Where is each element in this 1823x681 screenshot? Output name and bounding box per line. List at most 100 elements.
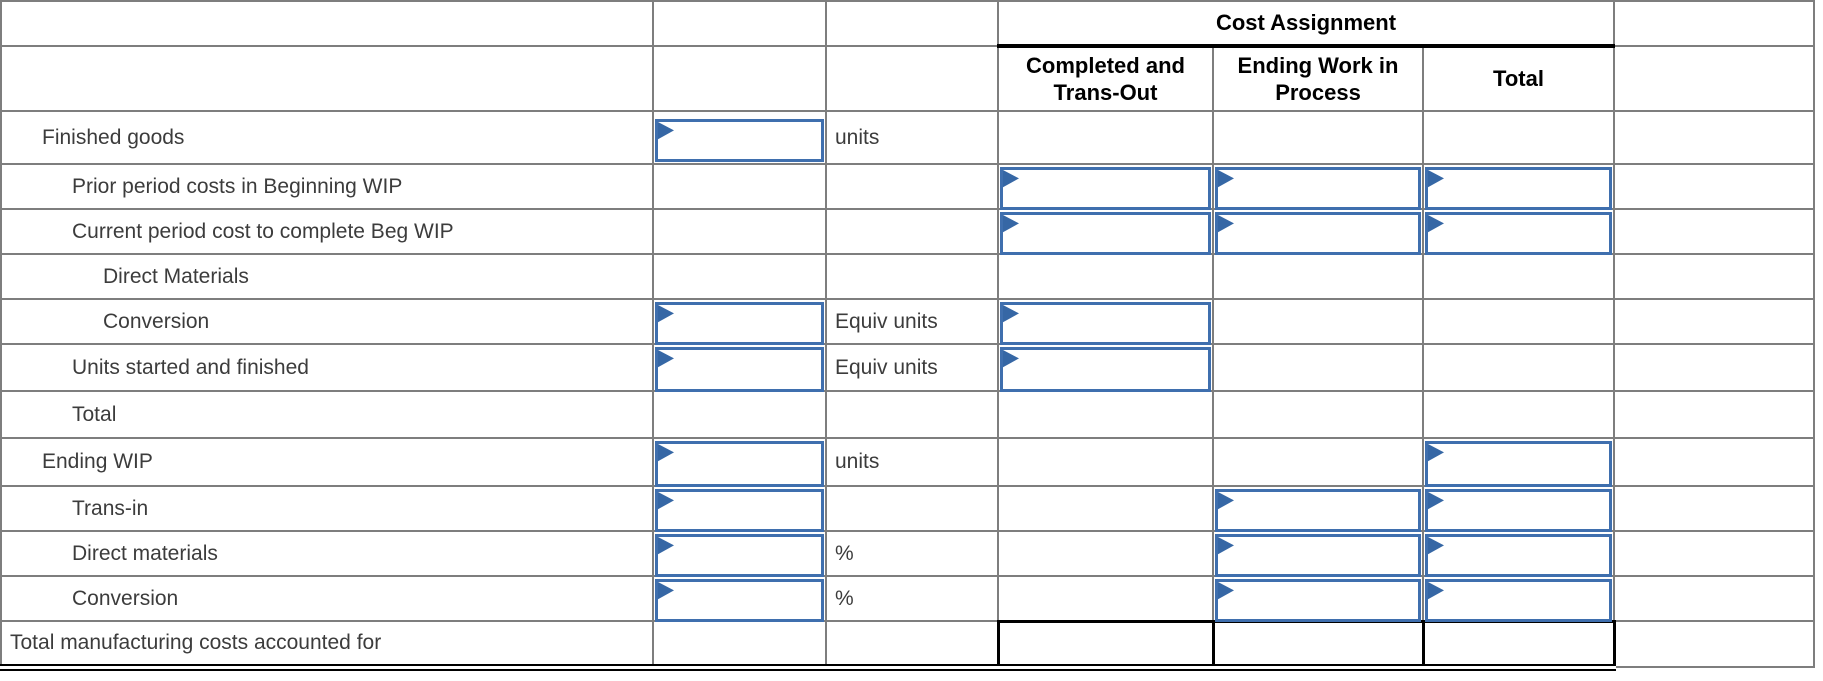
row-label-prior-period: Prior period costs in Beginning WIP <box>72 174 403 198</box>
blank-cell <box>1212 110 1424 165</box>
input-prior-period-total[interactable] <box>1425 167 1613 210</box>
blank-cell <box>1613 110 1816 165</box>
row-direct-materials-ewip: Direct materials % <box>0 530 1816 577</box>
blank-cell <box>1613 390 1816 439</box>
blank-cell <box>0 45 654 112</box>
row-label-trans-in: Trans-in <box>72 496 149 520</box>
entry-flag-icon <box>1218 215 1234 233</box>
total-mfg-completed-cell <box>996 619 1215 671</box>
input-ending-wip-total[interactable] <box>1425 441 1613 487</box>
input-units-started-completed[interactable] <box>1000 347 1211 392</box>
input-prior-period-completed[interactable] <box>1000 167 1211 210</box>
input-trans-in-value[interactable] <box>655 489 824 532</box>
input-current-period-completed[interactable] <box>1000 212 1211 255</box>
input-conversion-percent[interactable] <box>655 579 824 622</box>
blank-cell <box>652 390 827 439</box>
row-label-total-mfg: Total manufacturing costs accounted for <box>10 630 382 654</box>
blank-cell <box>1212 298 1424 345</box>
blank-cell <box>1613 437 1816 487</box>
entry-flag-icon <box>1428 537 1444 555</box>
blank-cell <box>1613 298 1816 345</box>
total-mfg-total-cell <box>1421 619 1616 671</box>
entry-flag-icon <box>1218 492 1234 510</box>
blank-cell <box>825 390 999 439</box>
row-conversion-ewip: Conversion % <box>0 575 1816 622</box>
input-conversion-complete-completed[interactable] <box>1000 302 1211 345</box>
total-mfg-ending-wip-cell <box>1211 619 1425 671</box>
blank-cell <box>825 485 999 532</box>
row-label-direct-materials-complete: Direct Materials <box>103 264 249 288</box>
entry-flag-icon <box>658 305 674 323</box>
row-trans-in: Trans-in <box>0 485 1816 532</box>
blank-cell <box>997 253 1214 300</box>
blank-cell <box>652 620 827 671</box>
entry-flag-icon <box>658 582 674 600</box>
row-units-started: Units started and finished Equiv units <box>0 343 1816 392</box>
blank-cell <box>1212 390 1424 439</box>
blank-cell <box>825 45 999 112</box>
unit-label-conversion-ewip: % <box>835 586 854 610</box>
row-label-current-period: Current period cost to complete Beg WIP <box>72 219 454 243</box>
column-header-total: Total <box>1421 45 1616 112</box>
entry-flag-icon <box>1003 305 1019 323</box>
input-conversion-complete-equiv-units[interactable] <box>655 302 824 345</box>
row-conversion-complete: Conversion Equiv units <box>0 298 1816 345</box>
blank-cell <box>1421 343 1616 392</box>
blank-cell <box>997 575 1214 622</box>
blank-cell <box>997 390 1214 439</box>
row-label-ending-wip: Ending WIP <box>42 450 153 473</box>
header-row-group: Cost Assignment <box>0 0 1816 48</box>
entry-flag-icon <box>1428 170 1444 188</box>
column-header-ending-wip: Ending Work in Process <box>1212 45 1424 112</box>
input-conversion-ending-wip[interactable] <box>1215 579 1421 622</box>
entry-flag-icon <box>658 350 674 368</box>
blank-cell <box>997 530 1214 577</box>
input-ending-wip-units[interactable] <box>655 441 824 487</box>
input-trans-in-total[interactable] <box>1425 489 1613 532</box>
blank-cell <box>997 110 1214 165</box>
unit-label-direct-materials-ewip: % <box>835 541 854 565</box>
input-direct-materials-percent[interactable] <box>655 534 824 577</box>
blank-cell <box>652 253 827 300</box>
entry-flag-icon <box>658 122 674 140</box>
unit-label-finished-goods: units <box>835 125 880 149</box>
input-current-period-total[interactable] <box>1425 212 1613 255</box>
row-label-conversion-complete: Conversion <box>103 309 210 333</box>
blank-cell <box>1613 0 1816 47</box>
entry-flag-icon <box>1218 170 1234 188</box>
input-units-started-equiv-units[interactable] <box>655 347 824 392</box>
input-conversion-total[interactable] <box>1425 579 1613 622</box>
blank-cell <box>1613 208 1816 255</box>
entry-flag-icon <box>1003 350 1019 368</box>
row-label-units-started: Units started and finished <box>72 355 309 379</box>
row-prior-period: Prior period costs in Beginning WIP <box>0 163 1816 210</box>
unit-label-units-started: Equiv units <box>835 355 938 379</box>
entry-flag-icon <box>1218 582 1234 600</box>
blank-cell <box>652 0 827 47</box>
entry-flag-icon <box>658 537 674 555</box>
row-ending-wip: Ending WIP units <box>0 437 1816 487</box>
input-finished-goods-units[interactable] <box>655 119 824 162</box>
blank-cell <box>652 208 827 255</box>
row-direct-materials-complete: Direct Materials <box>0 253 1816 300</box>
input-current-period-ending-wip[interactable] <box>1215 212 1421 255</box>
blank-cell <box>1212 437 1424 487</box>
entry-flag-icon <box>1428 582 1444 600</box>
input-direct-materials-total[interactable] <box>1425 534 1613 577</box>
row-current-period: Current period cost to complete Beg WIP <box>0 208 1816 255</box>
entry-flag-icon <box>1428 492 1444 510</box>
unit-label-ending-wip: units <box>835 450 880 473</box>
input-prior-period-ending-wip[interactable] <box>1215 167 1421 210</box>
blank-cell <box>1212 253 1424 300</box>
blank-cell <box>652 45 827 112</box>
blank-cell <box>1421 110 1616 165</box>
blank-cell <box>0 0 654 47</box>
blank-cell <box>825 253 999 300</box>
header-row-columns: Completed and Trans-Out Ending Work in P… <box>0 45 1816 112</box>
entry-flag-icon <box>1428 444 1444 462</box>
column-header-completed-trans-out: Completed and Trans-Out <box>997 45 1214 112</box>
blank-cell <box>1421 390 1616 439</box>
input-trans-in-ending-wip[interactable] <box>1215 489 1421 532</box>
input-direct-materials-ending-wip[interactable] <box>1215 534 1421 577</box>
row-label-total: Total <box>72 402 117 426</box>
